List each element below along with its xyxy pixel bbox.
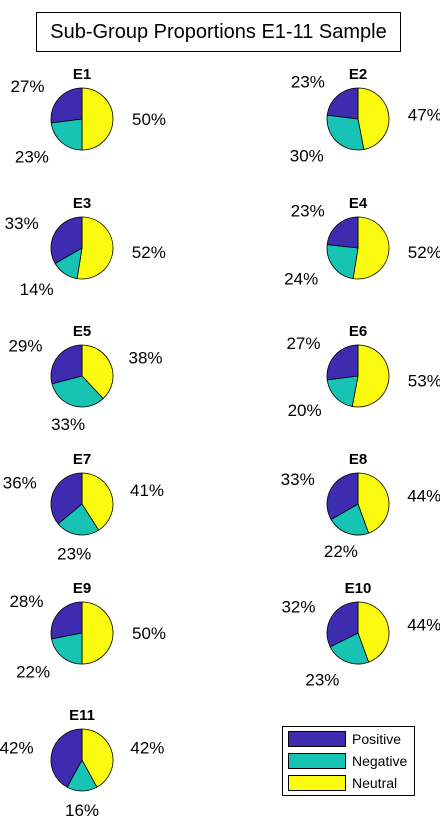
pie-data-label-neutral: 52% xyxy=(408,243,440,262)
pie-data-label-neutral: 42% xyxy=(130,739,164,758)
pie-title: E6 xyxy=(349,323,367,340)
pie-data-label-negative: 22% xyxy=(16,663,50,682)
pie-slice-positive xyxy=(326,216,359,249)
pie-title: E4 xyxy=(349,195,368,212)
pie-slice-negative xyxy=(329,632,370,665)
pie-slice-neutral xyxy=(357,472,390,534)
pie-data-label-negative: 23% xyxy=(305,670,339,689)
pie-data-label-positive: 29% xyxy=(8,336,42,355)
pie-data-label-negative: 22% xyxy=(324,542,358,561)
pie-e7: E7 41% 23% 36% xyxy=(3,451,164,563)
pie-data-label-neutral: 47% xyxy=(408,105,440,124)
legend-swatch-positive xyxy=(288,731,346,747)
pie-data-label-negative: 20% xyxy=(288,401,322,420)
pie-data-label-positive: 33% xyxy=(281,470,315,489)
pie-slice-neutral xyxy=(76,216,114,280)
pie-data-label-positive: 23% xyxy=(291,202,325,221)
pie-slice-negative xyxy=(51,632,83,665)
pie-data-label-neutral: 52% xyxy=(132,243,166,262)
pie-e5: E5 38% 33% 29% xyxy=(8,323,162,434)
legend-label-neutral: Neutral xyxy=(352,775,398,791)
pie-data-label-negative: 30% xyxy=(290,146,324,165)
pie-data-label-neutral: 41% xyxy=(130,481,164,500)
pie-e9: E9 50% 22% 28% xyxy=(9,580,166,682)
pie-e4: E4 52% 24% 23% xyxy=(284,195,440,288)
pie-e3: E3 52% 14% 33% xyxy=(5,195,166,299)
pie-e10: E10 44% 23% 32% xyxy=(281,580,440,689)
pie-slice-neutral xyxy=(351,344,390,408)
pie-data-label-positive: 28% xyxy=(9,592,43,611)
pie-slice-positive xyxy=(326,344,359,381)
pie-data-label-neutral: 53% xyxy=(408,372,440,391)
legend-item-positive: Positive xyxy=(288,730,401,748)
pie-data-label-negative: 16% xyxy=(65,801,99,820)
pie-slice-neutral xyxy=(81,601,114,665)
legend-label-negative: Negative xyxy=(352,753,408,769)
pie-e6: E6 53% 20% 27% xyxy=(286,323,440,420)
pie-slice-negative xyxy=(50,118,83,151)
pie-data-label-neutral: 44% xyxy=(407,486,440,505)
pie-data-label-negative: 14% xyxy=(20,280,54,299)
legend-swatch-negative xyxy=(288,753,346,769)
pie-slice-positive xyxy=(50,472,83,525)
pie-title: E9 xyxy=(73,580,91,597)
pie-title: E7 xyxy=(73,451,91,468)
pie-slice-neutral xyxy=(352,216,390,280)
pie-slice-neutral xyxy=(81,728,114,788)
pie-e11: E11 42% 16% 42% xyxy=(0,707,164,820)
pie-slice-neutral xyxy=(357,87,390,150)
pie-data-label-positive: 33% xyxy=(5,214,39,233)
pie-slice-positive xyxy=(50,344,83,385)
pie-data-label-neutral: 50% xyxy=(132,624,166,643)
pie-slice-positive xyxy=(326,472,359,521)
pie-title: E10 xyxy=(345,580,372,597)
pie-slice-positive xyxy=(50,601,83,640)
pie-slice-neutral xyxy=(357,601,390,663)
chart-title: Sub-Group Proportions E1-11 Sample xyxy=(36,12,401,52)
legend-item-neutral: Neutral xyxy=(288,774,397,792)
pie-e1: E1 50% 23% 27% xyxy=(10,66,166,167)
pie-slice-positive xyxy=(50,216,83,265)
pie-slice-negative xyxy=(326,244,359,280)
pie-data-label-negative: 23% xyxy=(15,148,49,167)
legend-item-negative: Negative xyxy=(288,752,407,770)
pie-data-label-positive: 42% xyxy=(0,739,34,758)
pie-data-label-negative: 23% xyxy=(57,544,91,563)
pie-title: E2 xyxy=(349,66,367,83)
pie-slice-negative xyxy=(326,114,365,151)
pie-e8: E8 44% 22% 33% xyxy=(281,451,440,561)
pie-title: E5 xyxy=(73,323,91,340)
pie-slice-positive xyxy=(326,87,359,120)
pie-slice-negative xyxy=(330,503,370,536)
pie-data-label-negative: 24% xyxy=(284,269,318,288)
legend-swatch-neutral xyxy=(288,775,346,791)
pie-slice-positive xyxy=(50,728,83,788)
pie-data-label-positive: 36% xyxy=(3,474,37,493)
pie-data-label-neutral: 44% xyxy=(407,615,440,634)
pie-slice-negative xyxy=(51,375,104,408)
pie-title: E3 xyxy=(73,195,91,212)
pie-data-label-neutral: 50% xyxy=(132,110,166,129)
pie-data-label-positive: 32% xyxy=(281,598,315,617)
pie-data-label-positive: 27% xyxy=(286,334,320,353)
pie-e2: E2 47% 30% 23% xyxy=(290,66,440,165)
pie-data-label-positive: 27% xyxy=(10,77,44,96)
pie-title: E11 xyxy=(69,707,95,724)
legend-label-positive: Positive xyxy=(352,731,402,747)
pie-slice-negative xyxy=(57,503,100,536)
legend: Positive Negative Neutral xyxy=(282,726,415,796)
pie-slice-neutral xyxy=(81,344,114,400)
pie-slice-positive xyxy=(50,87,83,124)
pie-title: E8 xyxy=(349,451,367,468)
pie-title: E1 xyxy=(73,66,91,83)
pie-slice-positive xyxy=(326,601,359,648)
pie-slice-neutral xyxy=(81,87,114,151)
pie-data-label-neutral: 38% xyxy=(129,349,163,368)
pie-slice-negative xyxy=(326,375,359,407)
pie-data-label-positive: 23% xyxy=(291,73,325,92)
pie-data-label-negative: 33% xyxy=(51,415,85,434)
